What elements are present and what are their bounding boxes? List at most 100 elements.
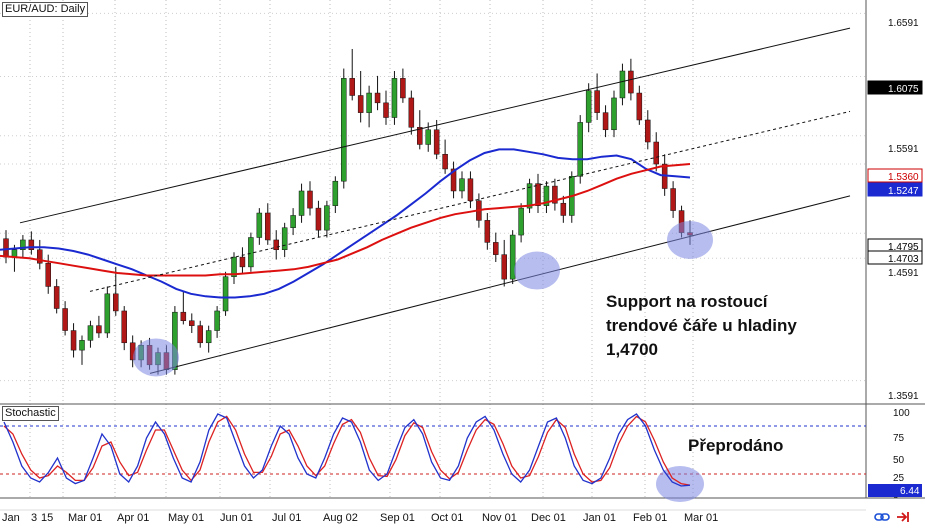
candle-body-74: [628, 70, 634, 94]
candle-body-22: [189, 320, 195, 326]
candle-body-59: [501, 254, 507, 280]
time-tick-label-11: Nov 01: [482, 512, 517, 524]
time-tick-label-13: Jan 01: [583, 512, 616, 524]
stoch-level-label-3: 25: [893, 473, 905, 484]
candle-body-57: [484, 220, 491, 243]
price-tick-label-3: 1.5360: [888, 172, 919, 183]
candle-body-69: [585, 90, 592, 123]
candle-body-9: [79, 340, 85, 351]
oversold-circle: [656, 466, 704, 502]
candle-body-35: [298, 190, 305, 216]
price-tick-label-1: 1.6075: [888, 84, 919, 95]
candle-body-77: [653, 141, 659, 165]
candle-body-53: [450, 168, 457, 192]
time-tick-label-10: Oct 01: [431, 512, 463, 524]
candle-body-47: [400, 78, 406, 99]
time-tick-label-14: Feb 01: [633, 512, 667, 524]
candle-body-52: [442, 154, 448, 170]
candle-body-28: [239, 256, 246, 268]
stoch-d-line: [3, 415, 691, 486]
candle-body-3: [28, 239, 35, 250]
trend-channel-line-2: [149, 195, 851, 374]
candle-body-25: [214, 310, 220, 331]
candle-body-10: [87, 325, 94, 341]
candle-body-14: [121, 310, 127, 344]
symbol-title: EUR/AUD: Daily: [2, 2, 89, 17]
candle-body-11: [96, 325, 102, 334]
candle-body-36: [307, 190, 313, 209]
moving-average-line-0: [0, 148, 691, 299]
time-tick-label-7: Jul 01: [272, 512, 301, 524]
support-touch-circle-1: [514, 251, 560, 290]
price-tick-label-8: 1.3591: [888, 391, 919, 402]
candle-body-2: [20, 239, 26, 250]
stoch-current-tag-label: 6.44: [900, 486, 920, 497]
candle-body-51: [433, 129, 440, 155]
candle-body-27: [231, 256, 237, 277]
candle-body-66: [560, 202, 567, 216]
candle-body-37: [315, 207, 322, 231]
candle-body-54: [459, 178, 465, 192]
candle-body-38: [324, 205, 330, 231]
price-tag-bg-4: [867, 182, 923, 197]
candle-body-60: [509, 234, 516, 280]
time-tick-label-2: 15: [41, 512, 53, 524]
candle-body-39: [332, 180, 339, 206]
candle-body-29: [248, 237, 254, 268]
time-tick-label-15: Mar 01: [684, 512, 718, 524]
price-tick-label-2: 1.5591: [888, 144, 919, 155]
candle-body-68: [577, 122, 583, 177]
price-tick-label-0: 1.6591: [888, 18, 919, 29]
candle-body-43: [366, 92, 372, 113]
candle-body-73: [619, 70, 626, 99]
candle-body-40: [341, 78, 347, 182]
candle-body-72: [611, 97, 617, 131]
candle-body-70: [594, 90, 600, 113]
candle-body-49: [417, 127, 423, 145]
candle-body-41: [349, 78, 355, 96]
support-annotation-line-1: Support na rostoucí: [606, 292, 768, 311]
support-touch-circle-0: [133, 338, 179, 377]
moving-average-line-1: [0, 163, 691, 277]
candle-body-34: [290, 215, 296, 228]
time-tick-label-6: Jun 01: [220, 512, 253, 524]
candle-body-24: [205, 330, 212, 344]
candle-body-32: [273, 239, 279, 250]
support-touch-circle-2: [667, 220, 713, 259]
price-tick-label-7: 1.4591: [888, 268, 919, 279]
candle-body-5: [45, 262, 51, 287]
candle-body-8: [70, 330, 77, 351]
candle-body-4: [37, 249, 43, 264]
price-tag-bg-3: [867, 168, 923, 183]
candle-body-12: [104, 293, 111, 334]
candle-body-7: [62, 308, 68, 331]
price-tag-bg-1: [867, 80, 923, 95]
candle-body-58: [493, 242, 499, 255]
candle-body-62: [526, 183, 533, 209]
trend-channel-line-0: [19, 27, 851, 224]
candle-body-50: [425, 129, 431, 145]
candle-body-64: [543, 185, 550, 206]
candle-body-48: [408, 97, 415, 128]
candle-body-21: [180, 311, 187, 322]
price-tag-bg-6: [867, 250, 923, 265]
candle-body-31: [265, 212, 271, 241]
time-tick-label-5: May 01: [168, 512, 204, 524]
candle-body-26: [222, 276, 229, 312]
candle-body-63: [535, 183, 541, 206]
stoch-level-label-0: 100: [893, 408, 910, 419]
candle-body-79: [670, 188, 676, 211]
candle-body-75: [636, 92, 643, 121]
link-icon[interactable]: [874, 510, 890, 522]
candle-body-30: [256, 212, 263, 238]
time-tick-label-12: Dec 01: [531, 512, 566, 524]
stoch-k-line: [3, 413, 691, 487]
trend-channel-line-1: [89, 110, 851, 292]
candle-body-33: [281, 227, 288, 250]
arrow-right-icon[interactable]: [896, 510, 910, 522]
stoch-level-label-1: 75: [893, 433, 905, 444]
candle-body-0: [3, 238, 9, 258]
stoch-current-tag-bg: [868, 484, 922, 497]
time-tick-label-9: Sep 01: [380, 512, 415, 524]
